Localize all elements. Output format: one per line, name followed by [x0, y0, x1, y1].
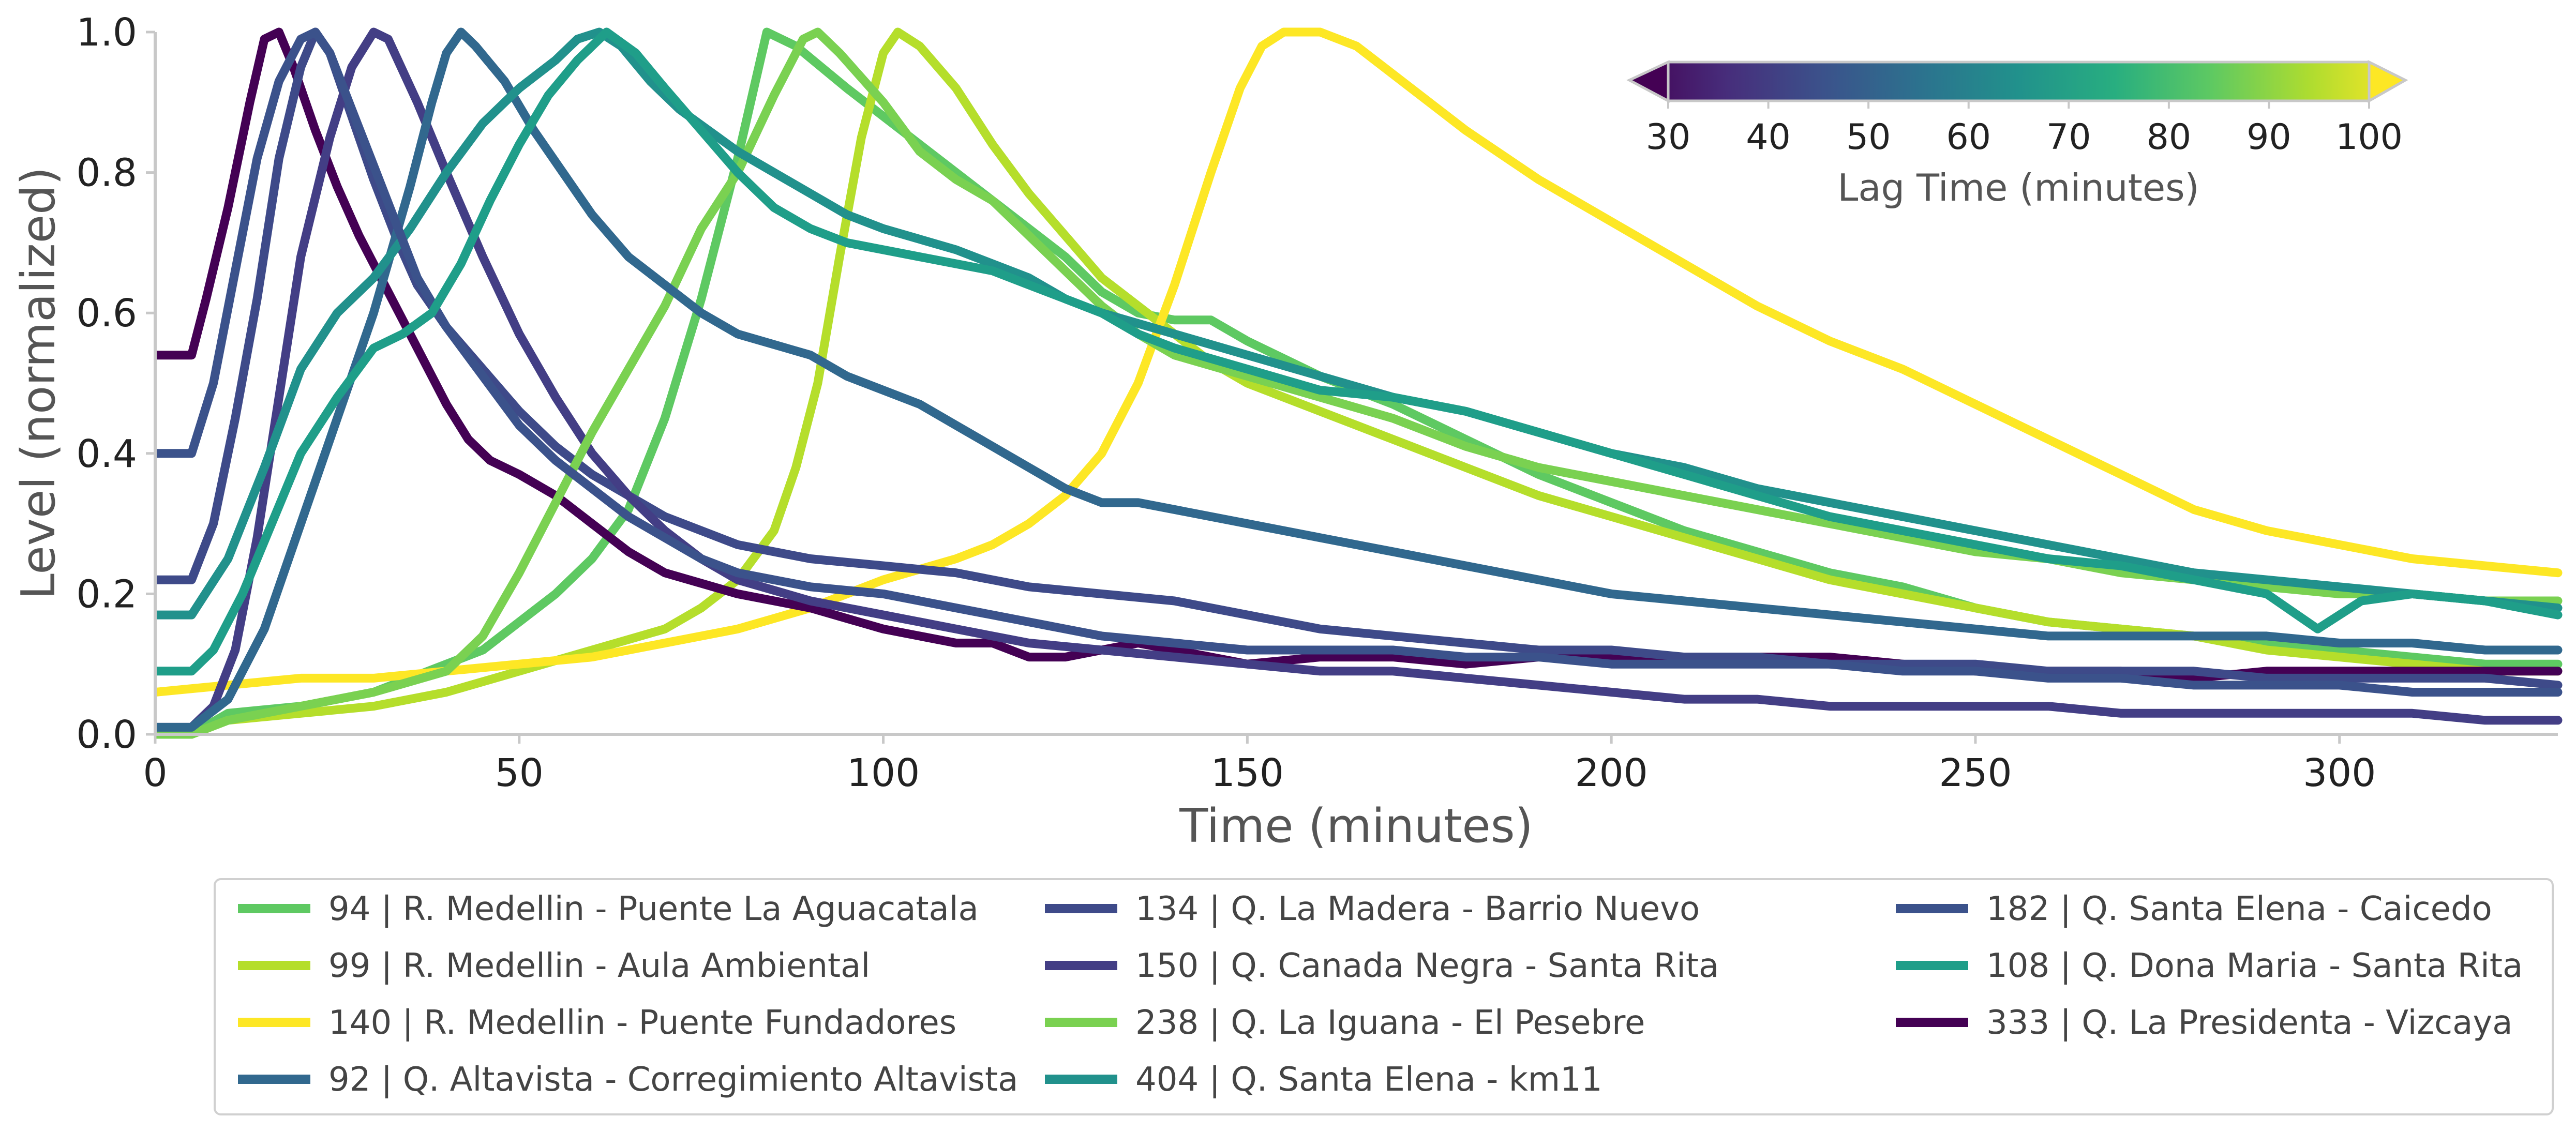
x-tick-label: 0: [143, 751, 167, 795]
legend-label: 150 | Q. Canada Negra - Santa Rita: [1135, 947, 1719, 985]
x-tick-label: 200: [1575, 751, 1648, 795]
legend-label: 92 | Q. Altavista - Corregimiento Altavi…: [328, 1061, 1018, 1099]
colorbar-under-extension: [1626, 60, 1670, 103]
legend-label: 140 | R. Medellin - Puente Fundadores: [328, 1004, 956, 1042]
y-tick-label: 1.0: [76, 10, 137, 55]
colorbar-tick-label: 50: [1846, 117, 1891, 158]
series-line: [155, 27, 2563, 620]
series-line: [155, 27, 2563, 697]
colorbar-tick-label: 100: [2335, 117, 2403, 158]
y-ticks: 0.0 0.2 0.4 0.6 0.8 1.0: [76, 10, 155, 757]
legend-label: 333 | Q. La Presidenta - Vizcaya: [1986, 1004, 2512, 1042]
x-tick-label: 50: [495, 751, 544, 795]
y-tick-label: 0.0: [76, 713, 137, 757]
legend-label: 94 | R. Medellin - Puente La Aguacatala: [328, 890, 979, 928]
series-line: [155, 27, 2563, 676]
x-tick-label: 150: [1211, 751, 1284, 795]
x-tick-label: 300: [2303, 751, 2376, 795]
legend-entries: 94 | R. Medellin - Puente La Aguacatala 1…: [238, 890, 2523, 1099]
colorbar-over-extension: [2368, 59, 2408, 103]
y-tick-label: 0.6: [76, 291, 137, 336]
colorbar-ticks: 30 40 50 60 70 80 90 100: [1646, 101, 2403, 158]
colorbar-gradient: [1626, 61, 2408, 102]
x-tick-label: 100: [847, 751, 920, 795]
x-ticks: 0 50 100 150 200 250 300: [143, 734, 2376, 795]
y-tick-label: 0.4: [76, 432, 137, 476]
legend: 94 | R. Medellin - Puente La Aguacatala 1…: [214, 878, 2554, 1115]
legend-label: 108 | Q. Dona Maria - Santa Rita: [1986, 947, 2523, 985]
colorbar-tick-label: 40: [1746, 117, 1791, 158]
series-line: [155, 27, 2563, 739]
x-axis-label: Time (minutes): [1179, 799, 1533, 853]
colorbar-tick-label: 90: [2246, 117, 2292, 158]
plot-area: 0 50 100 150 200 250 300 0.0 0.2 0.4 0.6 0.8 1.0 Ti…: [11, 10, 2563, 853]
legend-label: 404 | Q. Santa Elena - km11: [1135, 1061, 1602, 1099]
y-tick-label: 0.8: [76, 151, 137, 195]
series-line: [155, 27, 2563, 697]
legend-label: 99 | R. Medellin - Aula Ambiental: [328, 947, 870, 985]
series-lines: [155, 27, 2563, 739]
series-line: [155, 27, 2563, 732]
legend-label: 182 | Q. Santa Elena - Caicedo: [1986, 890, 2492, 928]
x-tick-label: 250: [1939, 751, 2012, 795]
y-tick-label: 0.2: [76, 572, 137, 616]
series-line: [155, 27, 2563, 732]
y-axis-label: Level (normalized): [11, 167, 66, 600]
legend-label: 238 | Q. La Iguana - El Pesebre: [1135, 1004, 1645, 1042]
colorbar-label: Lag Time (minutes): [1837, 166, 2199, 209]
colorbar: 30 40 50 60 70 80 90 100 Lag Time (minutes): [1626, 59, 2408, 209]
colorbar-tick-label: 30: [1646, 117, 1691, 158]
legend-label: 134 | Q. La Madera - Barrio Nuevo: [1135, 890, 1700, 928]
legend-frame: [214, 878, 2554, 1115]
colorbar-tick-label: 80: [2147, 117, 2192, 158]
colorbar-tick-label: 60: [1946, 117, 1991, 158]
colorbar-tick-label: 70: [2046, 117, 2091, 158]
